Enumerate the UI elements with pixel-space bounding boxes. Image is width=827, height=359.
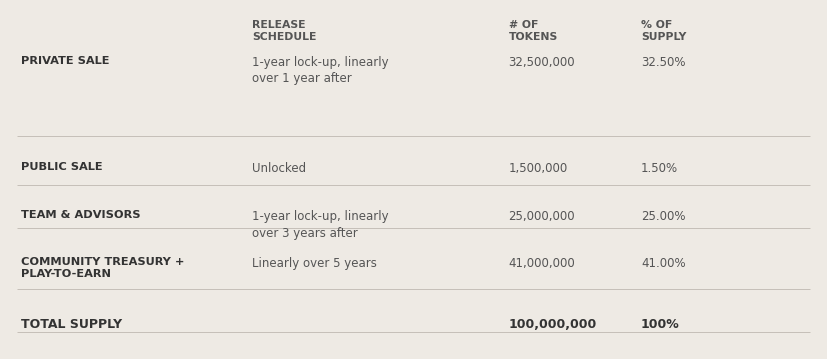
Text: 100%: 100% <box>641 318 680 331</box>
Text: 25,000,000: 25,000,000 <box>509 210 576 223</box>
Text: PRIVATE SALE: PRIVATE SALE <box>21 56 109 66</box>
Text: RELEASE
SCHEDULE: RELEASE SCHEDULE <box>252 20 317 42</box>
Text: 100,000,000: 100,000,000 <box>509 318 597 331</box>
Text: 32,500,000: 32,500,000 <box>509 56 576 69</box>
Text: % OF
SUPPLY: % OF SUPPLY <box>641 20 686 42</box>
Text: 25.00%: 25.00% <box>641 210 686 223</box>
Text: 32.50%: 32.50% <box>641 56 686 69</box>
Text: 1,500,000: 1,500,000 <box>509 162 568 174</box>
Text: TEAM & ADVISORS: TEAM & ADVISORS <box>21 210 140 220</box>
Text: Unlocked: Unlocked <box>252 162 306 174</box>
Text: COMMUNITY TREASURY +
PLAY-TO-EARN: COMMUNITY TREASURY + PLAY-TO-EARN <box>21 257 184 280</box>
Text: Linearly over 5 years: Linearly over 5 years <box>252 257 377 270</box>
Text: 41.00%: 41.00% <box>641 257 686 270</box>
Text: 1-year lock-up, linearly
over 3 years after: 1-year lock-up, linearly over 3 years af… <box>252 210 389 239</box>
Text: 1-year lock-up, linearly
over 1 year after: 1-year lock-up, linearly over 1 year aft… <box>252 56 389 85</box>
Text: # OF
TOKENS: # OF TOKENS <box>509 20 558 42</box>
Text: 1.50%: 1.50% <box>641 162 678 174</box>
Text: 41,000,000: 41,000,000 <box>509 257 576 270</box>
Text: TOTAL SUPPLY: TOTAL SUPPLY <box>21 318 122 331</box>
Text: PUBLIC SALE: PUBLIC SALE <box>21 162 103 172</box>
